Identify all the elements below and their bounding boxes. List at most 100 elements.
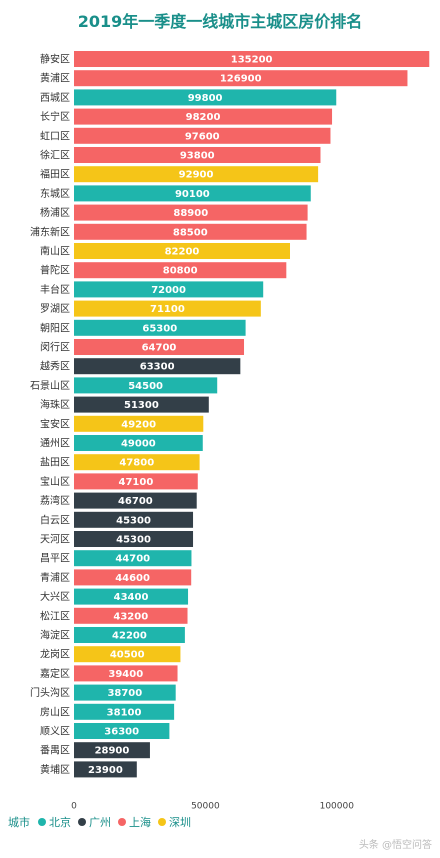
x-tick-label: 50000 — [191, 802, 220, 812]
bar-门头沟区 — [74, 684, 176, 701]
bar-宝安区 — [74, 415, 204, 432]
value-label: 80800 — [163, 266, 198, 277]
category-label: 南山区 — [40, 245, 70, 258]
category-label: 静安区 — [40, 53, 70, 66]
bar-盐田区 — [74, 454, 200, 471]
value-label: 43400 — [114, 592, 149, 603]
bar-南山区 — [74, 243, 290, 259]
value-label: 28900 — [95, 746, 130, 757]
category-label: 荔湾区 — [40, 494, 70, 507]
value-label: 38100 — [107, 707, 142, 718]
bar-天河区 — [74, 531, 194, 547]
category-label: 番禺区 — [40, 745, 70, 757]
value-label: 63300 — [140, 362, 175, 373]
legend-marker-广州 — [78, 818, 86, 826]
value-label: 36300 — [104, 727, 139, 738]
bar-黄浦区 — [74, 70, 408, 87]
bar-松江区 — [74, 607, 188, 624]
category-label: 越秀区 — [40, 360, 70, 373]
bar-荔湾区 — [74, 492, 197, 509]
value-label: 126900 — [220, 74, 262, 85]
value-label: 99800 — [188, 93, 223, 104]
category-label: 黄浦区 — [40, 72, 70, 85]
category-label: 盐田区 — [40, 456, 70, 469]
category-label: 闵行区 — [40, 341, 70, 354]
value-label: 82200 — [165, 247, 200, 258]
category-label: 普陀区 — [40, 264, 70, 277]
bar-通州区 — [74, 435, 203, 451]
legend-entry-深圳: 深圳 — [169, 816, 191, 829]
category-label: 宝山区 — [40, 475, 70, 488]
bar-石景山区 — [74, 377, 218, 394]
value-label: 71100 — [150, 304, 185, 315]
category-label: 天河区 — [40, 534, 70, 546]
category-label: 东城区 — [40, 187, 70, 200]
category-label: 罗湖区 — [40, 303, 70, 315]
value-label: 46700 — [118, 496, 153, 507]
category-label: 顺义区 — [40, 726, 70, 738]
chart-title: 2019年一季度一线城市主城区房价排名 — [77, 12, 363, 31]
value-label: 92900 — [179, 170, 214, 181]
bar-宝山区 — [74, 473, 198, 490]
category-label: 嘉定区 — [40, 667, 70, 680]
category-label: 海珠区 — [40, 398, 70, 411]
x-tick-label: 0 — [71, 802, 77, 812]
value-label: 49000 — [121, 439, 156, 450]
bar-白云区 — [74, 511, 194, 528]
bar-虹口区 — [74, 127, 331, 144]
category-label: 海淀区 — [40, 629, 70, 642]
value-label: 65300 — [142, 323, 177, 334]
bar-闵行区 — [74, 339, 245, 355]
value-label: 47100 — [118, 477, 153, 488]
bar-大兴区 — [74, 588, 189, 605]
bar-朝阳区 — [74, 319, 246, 336]
category-label: 门头沟区 — [30, 686, 70, 699]
category-label: 松江区 — [40, 609, 70, 622]
legend-marker-深圳 — [158, 818, 166, 826]
category-label: 石景山区 — [30, 380, 70, 392]
bar-海淀区 — [74, 627, 185, 643]
legend-title: 城市 — [8, 815, 30, 829]
category-label: 龙岗区 — [40, 648, 70, 661]
bar-龙岗区 — [74, 646, 181, 663]
value-label: 64700 — [142, 343, 177, 354]
bar-杨浦区 — [74, 204, 308, 221]
category-label: 长宁区 — [40, 110, 70, 123]
category-label: 西城区 — [40, 92, 70, 104]
bar-西城区 — [74, 89, 337, 106]
value-label: 44700 — [115, 554, 150, 565]
value-label: 44600 — [115, 573, 150, 584]
value-label: 40500 — [110, 650, 145, 661]
value-label: 93800 — [180, 151, 215, 162]
legend-entry-上海: 上海 — [129, 815, 151, 829]
value-label: 23900 — [88, 765, 123, 776]
value-label: 42200 — [112, 631, 147, 642]
bar-徐汇区 — [74, 147, 321, 163]
value-label: 45300 — [116, 515, 151, 526]
category-label: 通州区 — [40, 438, 70, 450]
x-tick-label: 100000 — [320, 802, 355, 812]
category-label: 虹口区 — [40, 130, 70, 142]
bar-青浦区 — [74, 569, 192, 586]
value-label: 51300 — [124, 400, 159, 411]
value-label: 88500 — [173, 227, 208, 238]
bar-番禺区 — [74, 742, 150, 759]
category-label: 福田区 — [40, 168, 70, 181]
bar-海珠区 — [74, 396, 209, 413]
legend-entry-广州: 广州 — [89, 816, 111, 829]
category-label: 房山区 — [40, 705, 70, 718]
value-label: 72000 — [151, 285, 186, 296]
legend-marker-上海 — [118, 818, 126, 826]
bar-福田区 — [74, 166, 319, 183]
value-label: 88900 — [173, 208, 208, 219]
category-label: 浦东新区 — [30, 225, 70, 238]
value-label: 98200 — [186, 112, 221, 123]
category-label: 丰台区 — [40, 283, 70, 296]
legend-entry-北京: 北京 — [49, 815, 71, 829]
category-label: 杨浦区 — [40, 206, 70, 219]
category-label: 徐汇区 — [40, 149, 70, 162]
bar-丰台区 — [74, 281, 264, 298]
category-label: 朝阳区 — [40, 322, 70, 334]
value-label: 45300 — [116, 535, 151, 546]
